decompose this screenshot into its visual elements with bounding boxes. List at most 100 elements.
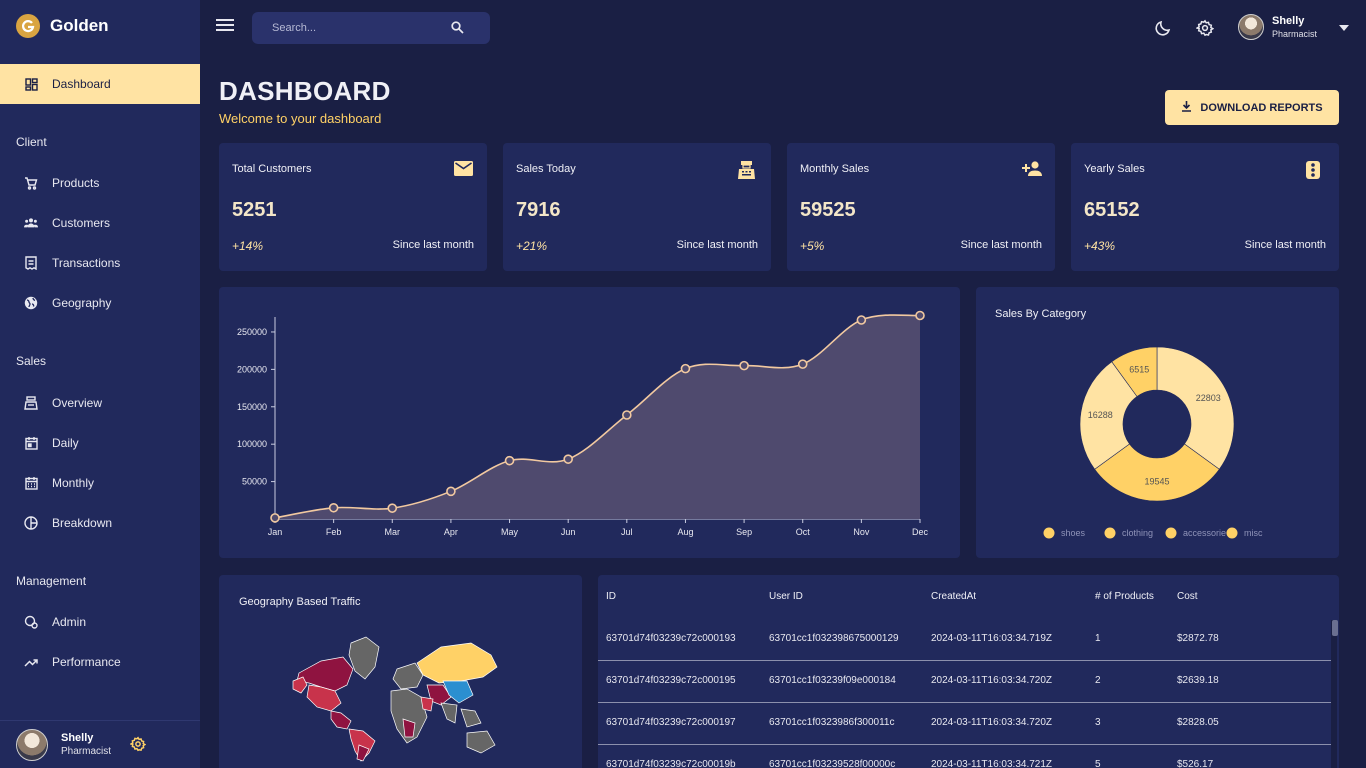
data-point[interactable] [915, 310, 925, 321]
pie-slice[interactable] [1079, 361, 1138, 470]
cell-cost: $2828.05 [1177, 717, 1219, 728]
column-header-created-at[interactable]: CreatedAt [931, 591, 977, 602]
page-subtitle: Welcome to your dashboard [219, 111, 382, 126]
stat-delta: +5% [800, 239, 825, 253]
dashboard-icon [24, 77, 38, 91]
cell-products: 1 [1095, 633, 1101, 644]
transactions-table: ID User ID CreatedAt # of Products Cost … [598, 575, 1339, 768]
data-point[interactable] [387, 503, 398, 513]
pie-chart-icon [24, 516, 38, 530]
sidebar-item-label: Daily [52, 436, 79, 450]
geography-title: Geography Based Traffic [239, 596, 361, 608]
data-point[interactable] [446, 486, 456, 497]
cell-id: 63701d74f03239c72c00019b [606, 759, 736, 768]
dark-mode-icon[interactable] [1154, 19, 1172, 37]
avatar [1238, 14, 1264, 40]
cell-created-at: 2024-03-11T16:03:34.719Z [931, 633, 1053, 644]
sidebar-item-daily[interactable]: Daily [0, 423, 200, 463]
y-tick-label: 150000 [237, 402, 267, 412]
settings-icon[interactable] [129, 736, 147, 757]
stat-value: 59525 [800, 199, 856, 221]
x-tick-label: Jan [268, 527, 283, 537]
traffic-icon [1306, 161, 1326, 179]
stat-since: Since last month [1244, 239, 1326, 251]
sidebar-item-label: Dashboard [52, 77, 111, 91]
stat-since: Since last month [392, 239, 474, 251]
world-map[interactable] [291, 633, 506, 763]
calendar-today-icon [24, 436, 38, 450]
cell-created-at: 2024-03-11T16:03:34.720Z [931, 717, 1053, 728]
table-scrollbar-thumb[interactable] [1332, 620, 1338, 636]
y-tick-label: 50000 [242, 477, 267, 487]
avatar[interactable] [16, 728, 48, 761]
column-header-products[interactable]: # of Products [1095, 591, 1154, 602]
table-row[interactable]: 63701d74f03239c72c00019b 63701cc1f032395… [598, 745, 1332, 768]
data-point[interactable] [270, 513, 280, 523]
sidebar-item-geography[interactable]: Geography [0, 283, 200, 323]
cell-products: 3 [1095, 717, 1101, 728]
pie-value-label: 22803 [1196, 393, 1221, 403]
sidebar-item-customers[interactable]: Customers [0, 203, 200, 243]
settings-icon[interactable] [1195, 19, 1215, 37]
sidebar-item-dashboard[interactable]: Dashboard [0, 64, 200, 104]
sidebar-item-label: Products [52, 176, 100, 190]
brand[interactable]: Golden [16, 14, 109, 38]
pie-slice[interactable] [1156, 346, 1235, 470]
sidebar-item-transactions[interactable]: Transactions [0, 243, 200, 283]
person-add-icon [1022, 161, 1042, 179]
legend-swatch [1226, 527, 1238, 539]
sidebar-item-overview[interactable]: Overview [0, 383, 200, 423]
pie-slice[interactable] [1094, 443, 1220, 502]
cell-id: 63701d74f03239c72c000197 [606, 717, 736, 728]
stat-card-total-customers: Total Customers 5251 +14% Since last mon… [219, 143, 487, 271]
cell-products: 5 [1095, 759, 1101, 768]
data-point[interactable] [563, 454, 573, 464]
area-fill [275, 314, 920, 519]
data-point[interactable] [739, 360, 749, 371]
column-header-user-id[interactable]: User ID [769, 591, 803, 602]
search-input[interactable] [272, 22, 442, 34]
data-point[interactable] [856, 315, 867, 325]
legend-swatch [1104, 527, 1116, 539]
stat-value: 65152 [1084, 199, 1140, 221]
cell-cost: $2872.78 [1177, 633, 1219, 644]
sidebar-item-performance[interactable]: Performance [0, 642, 200, 682]
legend-label[interactable]: accessorie [1183, 528, 1226, 538]
table-scrollbar[interactable] [1331, 620, 1337, 768]
cell-user-id: 63701cc1f03239528f00000c [769, 759, 896, 768]
data-point[interactable] [504, 455, 515, 466]
y-tick-label: 250000 [237, 327, 267, 337]
table-row[interactable]: 63701d74f03239c72c000197 63701cc1f032398… [598, 703, 1332, 745]
data-point[interactable] [797, 359, 808, 369]
download-icon [1181, 100, 1192, 115]
data-point[interactable] [328, 502, 339, 513]
legend-label[interactable]: shoes [1061, 528, 1086, 538]
column-header-cost[interactable]: Cost [1177, 591, 1198, 602]
x-tick-label: Jun [561, 527, 576, 537]
legend-label[interactable]: misc [1244, 528, 1263, 538]
sidebar-item-products[interactable]: Products [0, 163, 200, 203]
data-point[interactable] [622, 410, 632, 420]
cell-user-id: 63701cc1f032398675000129 [769, 633, 899, 644]
user-name: Shelly [1272, 15, 1305, 27]
table-row[interactable]: 63701d74f03239c72c000195 63701cc1f03239f… [598, 661, 1332, 703]
menu-icon[interactable] [216, 18, 236, 36]
sidebar-item-breakdown[interactable]: Breakdown [0, 503, 200, 543]
data-point[interactable] [680, 363, 691, 374]
x-tick-label: Feb [326, 527, 342, 537]
sidebar-item-admin[interactable]: Admin [0, 602, 200, 642]
group-icon [24, 216, 38, 230]
table-row[interactable]: 63701d74f03239c72c000193 63701cc1f032398… [598, 619, 1332, 661]
stat-since: Since last month [960, 239, 1042, 251]
user-name: Shelly [61, 732, 94, 744]
legend-label[interactable]: clothing [1122, 528, 1153, 538]
column-header-id[interactable]: ID [606, 591, 616, 602]
download-reports-button[interactable]: DOWNLOAD REPORTS [1165, 90, 1339, 125]
sales-line-chart-panel: 50000 100000 150000 200000 250000 Jan Feb Mar Ap… [219, 287, 960, 558]
search-icon[interactable] [451, 21, 464, 39]
sidebar-item-label: Geography [52, 296, 112, 310]
pie-slice[interactable] [1111, 346, 1158, 397]
sidebar-item-monthly[interactable]: Monthly [0, 463, 200, 503]
caret-down-icon[interactable] [1339, 18, 1350, 36]
top-user-menu[interactable]: Shelly Pharmacist [1238, 14, 1350, 40]
